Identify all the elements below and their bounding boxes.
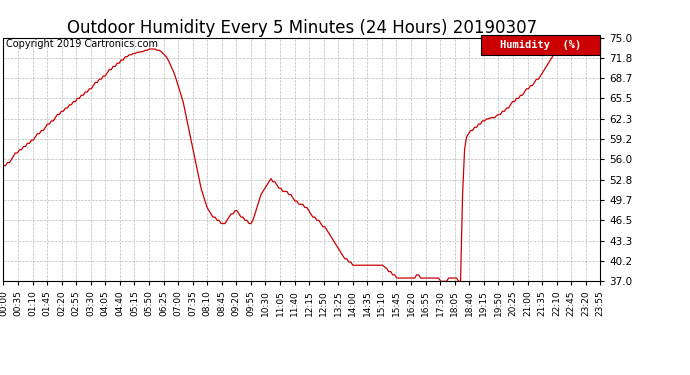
- Text: Copyright 2019 Cartronics.com: Copyright 2019 Cartronics.com: [6, 39, 157, 50]
- FancyBboxPatch shape: [481, 35, 600, 55]
- Text: Humidity  (%): Humidity (%): [500, 40, 581, 50]
- Title: Outdoor Humidity Every 5 Minutes (24 Hours) 20190307: Outdoor Humidity Every 5 Minutes (24 Hou…: [67, 20, 537, 38]
